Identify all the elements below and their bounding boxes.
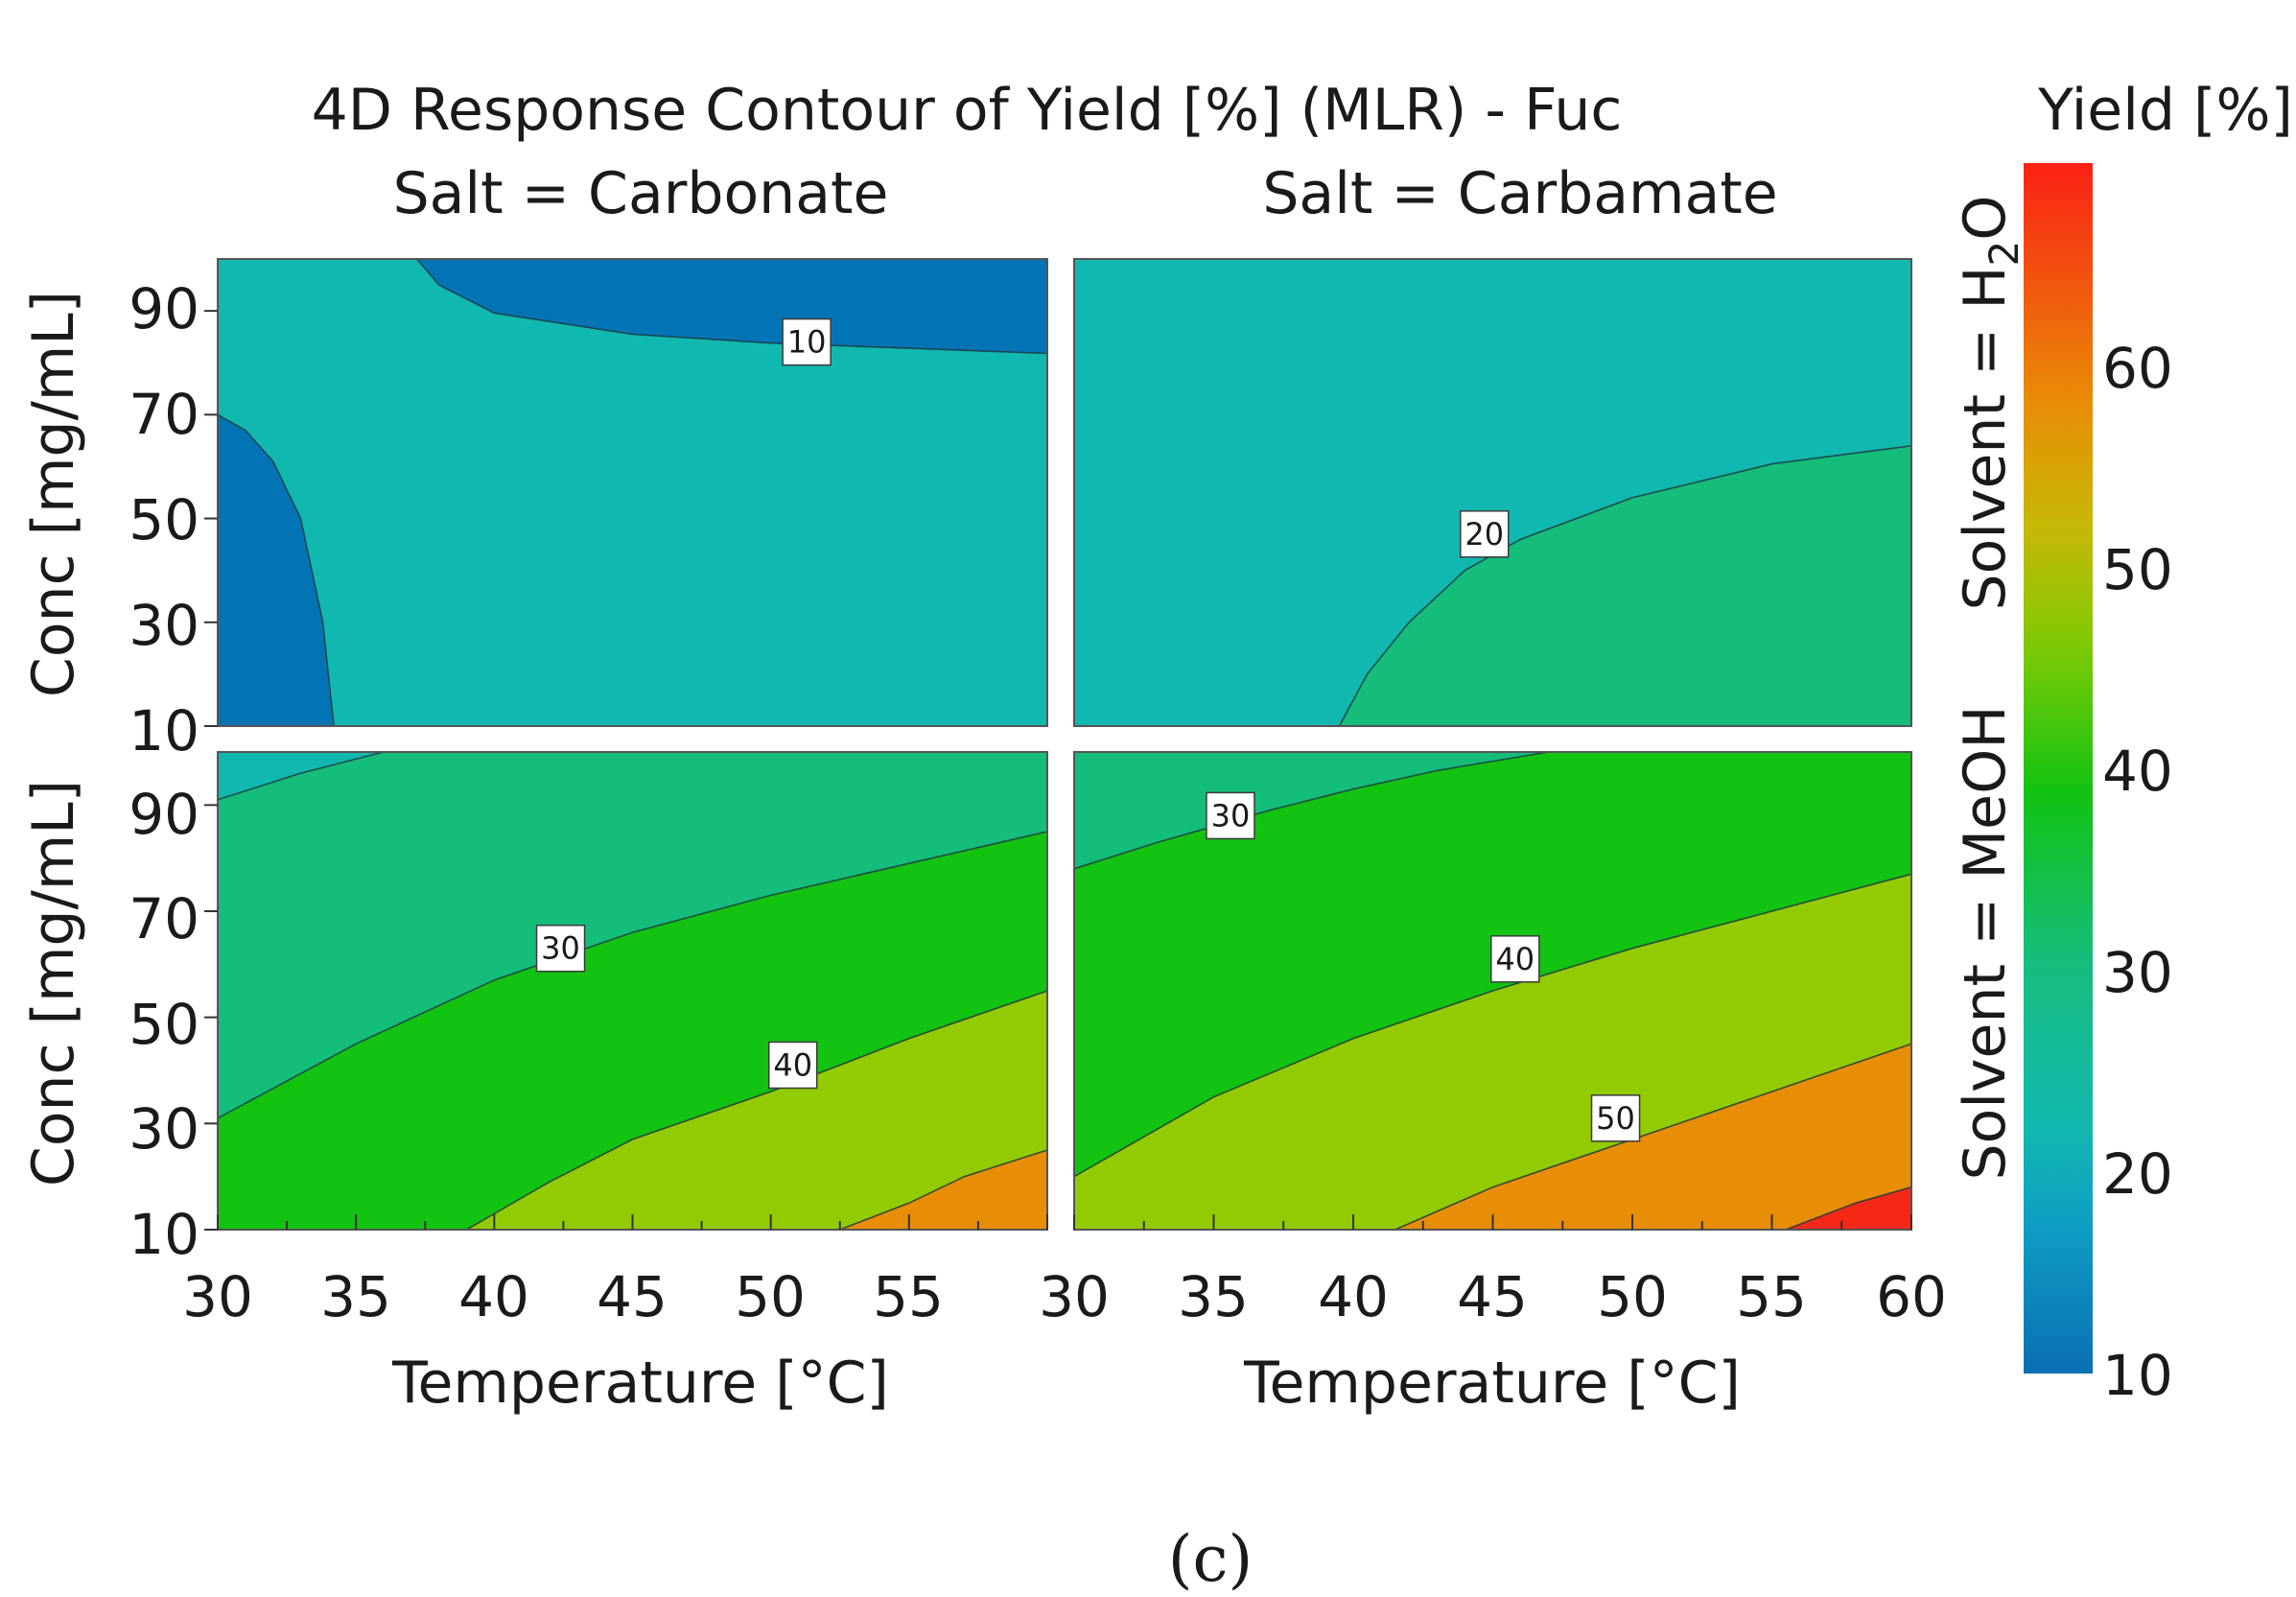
colorbar-tick-label: 60: [2102, 336, 2173, 401]
x-axis-left: 30 35 40 45 50 55 Temperature [°C]: [182, 1264, 944, 1417]
y-tick-label: 10: [129, 1202, 199, 1267]
x-tick-label: 55: [1736, 1264, 1807, 1329]
column-title-carbamate: Salt = Carbamate: [1262, 160, 1777, 227]
contour-label-text: 40: [773, 1046, 812, 1083]
x-tick-label: 35: [1178, 1264, 1249, 1329]
x-axis-title-right: Temperature [°C]: [1243, 1350, 1741, 1417]
y-tick-label: 90: [129, 276, 199, 341]
x-axis-right: 30 35 40 45 50 55 60 Temperature [°C]: [1039, 1264, 1947, 1417]
contour-label: 20: [1460, 510, 1510, 558]
x-tick-label: 50: [1597, 1264, 1668, 1329]
contour-line-60: [1785, 1186, 1912, 1231]
y-tick-label: 30: [129, 1096, 199, 1162]
contour-region-l60: [1394, 1044, 1911, 1230]
x-axis-title-left: Temperature [°C]: [391, 1350, 889, 1417]
x-tick-label: 60: [1876, 1264, 1947, 1329]
contour-label-text: 30: [1211, 797, 1251, 834]
colorbar-tick-label: 10: [2102, 1343, 2173, 1408]
row-label-meoh: Solvent = MeOH: [1952, 706, 2019, 1181]
x-tick-label: 45: [597, 1264, 668, 1329]
contour-label-text: 50: [1596, 1100, 1635, 1137]
column-title-carbonate: Salt = Carbonate: [393, 160, 889, 227]
colorbar: Yield [%] 60 50 40 30 20 10: [2024, 77, 2293, 1408]
contour-region-l10: [218, 414, 335, 726]
x-tick-label: 40: [458, 1264, 529, 1329]
panel-carbamate-meoh: 30 40 50: [1073, 751, 1912, 1231]
colorbar-tick-label: 40: [2102, 739, 2173, 804]
x-tick-label: 45: [1457, 1264, 1528, 1329]
chart-title: 4D Response Contour of Yield [%] (MLR) -…: [312, 77, 1623, 144]
y-tick-label: 70: [129, 382, 199, 447]
colorbar-title: Yield [%]: [2037, 77, 2293, 144]
colorbar-tick-label: 30: [2102, 940, 2173, 1005]
contour-label-text: 10: [787, 324, 827, 361]
x-tick-label: 50: [735, 1264, 806, 1329]
x-tick-label: 40: [1318, 1264, 1389, 1329]
panel-frame: [217, 258, 1048, 727]
contour-region-l50: [466, 991, 1047, 1230]
colorbar-tick-label: 50: [2102, 537, 2173, 602]
contour-line-10: [217, 413, 335, 727]
contour-region-l30: [1339, 445, 1911, 726]
panel-carbamate-h2o: 20: [1073, 258, 1912, 727]
y-axis-top: 90 70 50 30 10 Conc [mg/mL]: [20, 276, 199, 763]
contour-label: 40: [1490, 935, 1540, 983]
figure-caption: (c): [1168, 1522, 1253, 1596]
contour-region-l20: [218, 752, 384, 800]
contour-label: 40: [767, 1041, 818, 1090]
x-tick-label: 55: [873, 1264, 944, 1329]
panel-carbonate-h2o: 10: [204, 258, 1048, 727]
contour-region-l70: [1786, 1186, 1911, 1230]
contour-region-l20: [218, 259, 1047, 726]
contour-label: 50: [1590, 1094, 1641, 1142]
y-tick-label: 30: [129, 593, 199, 658]
panel-carbonate-meoh: 30 40: [204, 751, 1048, 1231]
y-axis-title-bottom: Conc [mg/mL]: [20, 780, 87, 1186]
y-tick-label: 50: [129, 487, 199, 552]
contour-line-40: [466, 990, 1048, 1231]
y-tick-label: 10: [129, 698, 199, 763]
svg-text:Solvent = H2O: Solvent = H2O: [1952, 196, 2027, 611]
contour-line-30: [1073, 751, 1549, 870]
y-tick-label: 50: [129, 992, 199, 1057]
contour-region-l10: [416, 259, 1048, 354]
contour-line-30: [217, 831, 1048, 1119]
contour-line-10: [415, 258, 1048, 355]
y-tick-label: 70: [129, 886, 199, 951]
colorbar-gradient: [2024, 163, 2093, 1374]
contour-label: 30: [1206, 791, 1255, 840]
contour-label-text: 20: [1464, 516, 1504, 552]
y-axis-bottom: 90 70 50 30 10 Conc [mg/mL]: [20, 780, 199, 1267]
contour-label: 10: [782, 317, 832, 366]
x-tick-label: 30: [182, 1264, 253, 1329]
row-label-h2o: Solvent = H2O: [1952, 196, 2027, 611]
panel-grid: 10 20 30 40 30 40 50: [204, 258, 1912, 1231]
colorbar-tick-label: 20: [2102, 1141, 2173, 1207]
panel-frame: [1073, 258, 1912, 727]
x-tick-label: 35: [320, 1264, 391, 1329]
contour-line-50: [839, 1149, 1048, 1231]
contour-label: 30: [535, 924, 586, 973]
contour-label-text: 30: [541, 930, 580, 967]
contour-line-20: [217, 751, 385, 801]
contour-line-40: [1073, 873, 1912, 1178]
contour-label-text: 40: [1495, 941, 1535, 977]
x-tick-label: 30: [1039, 1264, 1110, 1329]
y-axis-title-top: Conc [mg/mL]: [20, 291, 87, 697]
y-tick-label: 90: [129, 782, 199, 847]
